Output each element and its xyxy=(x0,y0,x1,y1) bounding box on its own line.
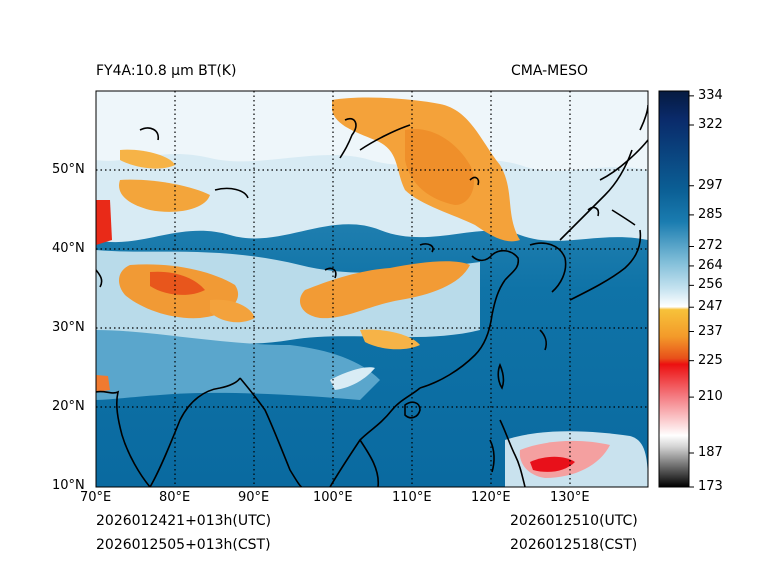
graticule xyxy=(96,91,648,487)
lon-label-70e: 70°E xyxy=(80,490,112,505)
colorbar-tick-label: 237 xyxy=(698,323,723,339)
valid-time-utc: 2026012510(UTC) xyxy=(510,513,638,529)
colorbar-frame xyxy=(658,90,690,488)
colorbar-tick-label: 256 xyxy=(698,277,723,293)
lat-label-20n: 20°N xyxy=(52,399,85,414)
colorbar xyxy=(658,90,694,488)
colorbar-tick-label: 264 xyxy=(698,257,723,273)
init-time-utc: 2026012421+013h(UTC) xyxy=(96,513,272,529)
colorbar-tick-label: 297 xyxy=(698,177,723,193)
lon-label-110e: 110°E xyxy=(392,490,432,505)
init-time-cst: 2026012505+013h(CST) xyxy=(96,537,271,553)
lat-label-30n: 30°N xyxy=(52,320,85,335)
colorbar-tick-label: 247 xyxy=(698,299,723,315)
colorbar-tick-label: 210 xyxy=(698,389,723,405)
colorbar-gradient xyxy=(659,91,689,487)
model-name: CMA-MESO xyxy=(511,63,589,79)
colorbar-tick-label: 334 xyxy=(698,87,723,103)
lon-label-90e: 90°E xyxy=(238,490,270,505)
colorbar-tick-label: 322 xyxy=(698,117,723,132)
lat-label-50n: 50°N xyxy=(52,162,85,177)
lon-label-80e: 80°E xyxy=(159,490,191,505)
colorbar-tick-label: 285 xyxy=(698,206,723,222)
lon-label-130e: 130°E xyxy=(550,490,590,505)
lat-label-40n: 40°N xyxy=(52,241,85,256)
lon-label-120e: 120°E xyxy=(471,490,511,505)
colorbar-tick-label: 272 xyxy=(698,238,723,254)
valid-time-cst: 2026012518(CST) xyxy=(510,537,638,553)
lon-label-100e: 100°E xyxy=(313,490,353,505)
map-title: FY4A:10.8 µm BT(K) xyxy=(96,63,237,79)
coastlines xyxy=(96,104,648,487)
brightness-temperature-field xyxy=(96,91,648,487)
colorbar-tick-label: 225 xyxy=(698,352,723,368)
colorbar-tick-label: 187 xyxy=(698,444,723,460)
map-frame xyxy=(95,90,649,488)
lat-label-10n: 10°N xyxy=(52,478,85,493)
colorbar-tick-label: 173 xyxy=(698,479,723,494)
